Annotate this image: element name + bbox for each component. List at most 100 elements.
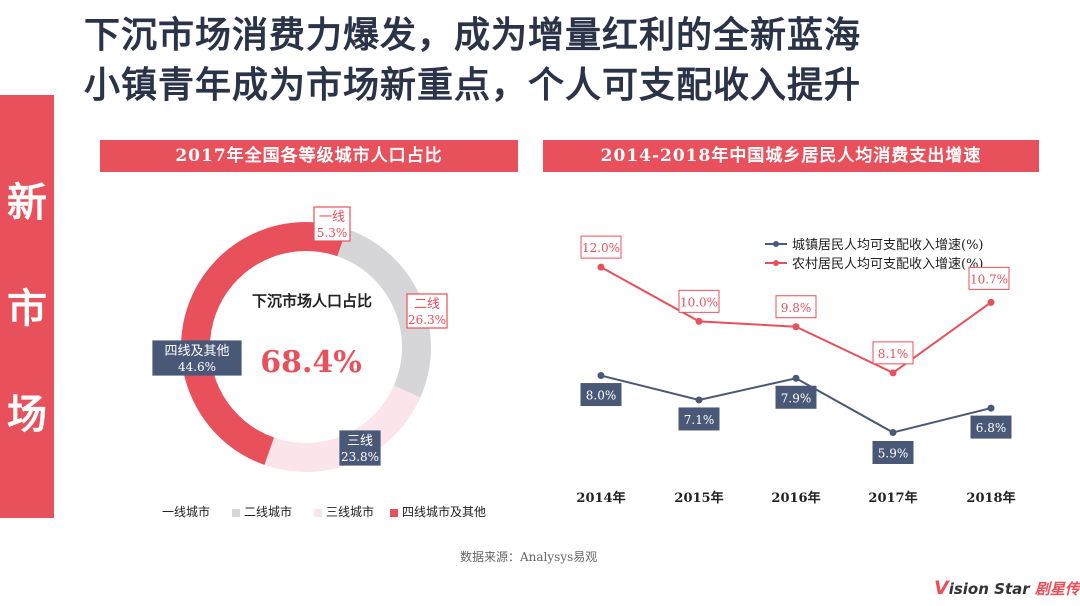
side-label-char-2: 市 bbox=[7, 285, 47, 332]
legend-swatch bbox=[390, 508, 398, 517]
slice-label-box bbox=[152, 340, 242, 376]
data-point bbox=[695, 396, 703, 404]
legend-swatch bbox=[314, 508, 322, 517]
slice-label-box bbox=[313, 206, 351, 242]
x-tick-label: 2018年 bbox=[966, 490, 1015, 506]
slice-label-value: 23.8% bbox=[341, 450, 379, 464]
data-label: 10.0% bbox=[678, 289, 720, 313]
data-label-box bbox=[580, 383, 622, 407]
slice-label-value: 26.3% bbox=[408, 313, 446, 327]
slice-label-name: 一线 bbox=[319, 210, 345, 225]
legend-item: 农村居民人均可支配收入增速(%) bbox=[765, 257, 984, 272]
data-point bbox=[695, 317, 703, 325]
slice-label-name: 二线 bbox=[414, 297, 440, 312]
data-source: 数据来源：Analysys易观 bbox=[460, 550, 598, 564]
data-label: 10.7% bbox=[968, 266, 1010, 290]
data-label-text: 6.8% bbox=[976, 421, 1007, 435]
data-label-text: 8.0% bbox=[586, 389, 617, 403]
data-label-box bbox=[678, 289, 720, 313]
data-label-box bbox=[678, 407, 720, 431]
data-label: 8.0% bbox=[580, 383, 622, 407]
data-label-box bbox=[968, 266, 1010, 290]
legend-label: 农村居民人均可支配收入增速(%) bbox=[792, 257, 984, 272]
data-label: 7.1% bbox=[678, 407, 720, 431]
title-line-2: 小镇青年成为市场新重点，个人可支配收入提升 bbox=[84, 64, 862, 106]
title-line-1: 下沉市场消费力爆发，成为增量红利的全新蓝海 bbox=[84, 14, 862, 56]
slice-label-value: 44.6% bbox=[178, 360, 216, 374]
legend-item: 城镇居民人均可支配收入增速(%) bbox=[765, 238, 984, 253]
donut-legend: 一线城市 二线城市 三线城市 四线城市及其他 bbox=[150, 503, 530, 523]
donut-slice bbox=[181, 222, 306, 465]
brand-logo-text: ision Star bbox=[948, 580, 1030, 598]
x-tick-label: 2014年 bbox=[576, 490, 625, 506]
data-label: 6.8% bbox=[970, 415, 1012, 439]
legend-label: 一线城市 bbox=[162, 505, 211, 519]
line-chart-title: 2014-2018年中国城乡居民人均消费支出增速 bbox=[543, 140, 1039, 172]
data-label-box bbox=[872, 341, 914, 365]
legend-label: 城镇居民人均可支配收入增速(%) bbox=[792, 238, 984, 253]
data-point bbox=[597, 263, 605, 271]
legend-label: 二线城市 bbox=[244, 505, 293, 519]
legend-swatch bbox=[150, 508, 158, 517]
data-label-box bbox=[775, 385, 817, 409]
data-label-text: 12.0% bbox=[582, 241, 620, 255]
slice-label: 一线5.3% bbox=[313, 206, 351, 242]
data-point bbox=[889, 369, 897, 377]
data-point bbox=[987, 404, 995, 412]
legend-swatch bbox=[232, 508, 240, 517]
side-label-char-1: 新 bbox=[7, 179, 47, 226]
donut-center-value: 68.4% bbox=[260, 345, 362, 380]
legend-label: 四线城市及其他 bbox=[402, 505, 487, 519]
data-point bbox=[792, 374, 800, 382]
legend-item-tier2: 二线城市 bbox=[232, 503, 292, 520]
side-band bbox=[0, 95, 54, 518]
slice-label-name: 三线 bbox=[347, 434, 373, 449]
data-label: 7.9% bbox=[775, 385, 817, 409]
data-label-box bbox=[775, 295, 817, 319]
data-label-text: 7.1% bbox=[684, 413, 715, 427]
legend-marker bbox=[773, 241, 779, 247]
data-point bbox=[597, 372, 605, 380]
x-tick-label: 2016年 bbox=[771, 490, 820, 506]
slice-label-name: 四线及其他 bbox=[164, 344, 229, 359]
donut-center-label: 下沉市场人口占比 bbox=[252, 292, 372, 310]
legend-label: 三线城市 bbox=[326, 505, 375, 519]
legend-item-tier4: 四线城市及其他 bbox=[390, 503, 486, 520]
data-label-text: 9.8% bbox=[781, 301, 812, 315]
slice-label-box bbox=[339, 430, 381, 466]
brand-logo-cn: 剧星传媒 bbox=[1034, 580, 1080, 598]
page-title: 下沉市场消费力爆发，成为增量红利的全新蓝海 小镇青年成为市场新重点，个人可支配收… bbox=[84, 10, 1044, 110]
donut-chart-title: 2017年全国各等级城市人口占比 bbox=[100, 140, 518, 172]
donut-slice bbox=[264, 385, 421, 472]
x-tick-label: 2015年 bbox=[674, 490, 723, 506]
legend-item-tier3: 三线城市 bbox=[314, 503, 374, 520]
side-label-char-3: 场 bbox=[7, 391, 47, 438]
legend-item-tier1: 一线城市 bbox=[150, 503, 210, 520]
data-label: 9.8% bbox=[775, 295, 817, 319]
data-point bbox=[987, 298, 995, 306]
data-label-text: 7.9% bbox=[781, 391, 812, 405]
data-label-text: 5.9% bbox=[878, 446, 909, 460]
data-label: 5.9% bbox=[872, 440, 914, 464]
data-label-text: 8.1% bbox=[878, 347, 909, 361]
data-label-box bbox=[970, 415, 1012, 439]
legend-marker bbox=[773, 260, 779, 266]
series-line bbox=[600, 266, 992, 375]
data-label: 12.0% bbox=[580, 235, 622, 259]
brand-logo-v: V bbox=[934, 577, 949, 599]
donut-slice bbox=[337, 228, 432, 398]
data-label-text: 10.7% bbox=[970, 272, 1008, 286]
data-point bbox=[889, 428, 897, 436]
data-point bbox=[792, 323, 800, 331]
brand-logo: Vision Star 剧星传媒 bbox=[934, 577, 1080, 599]
slice-label-box bbox=[406, 293, 448, 329]
slice-label-value: 5.3% bbox=[317, 226, 348, 240]
data-label-text: 10.0% bbox=[680, 295, 718, 309]
data-label: 8.1% bbox=[872, 341, 914, 365]
data-label-box bbox=[580, 235, 622, 259]
